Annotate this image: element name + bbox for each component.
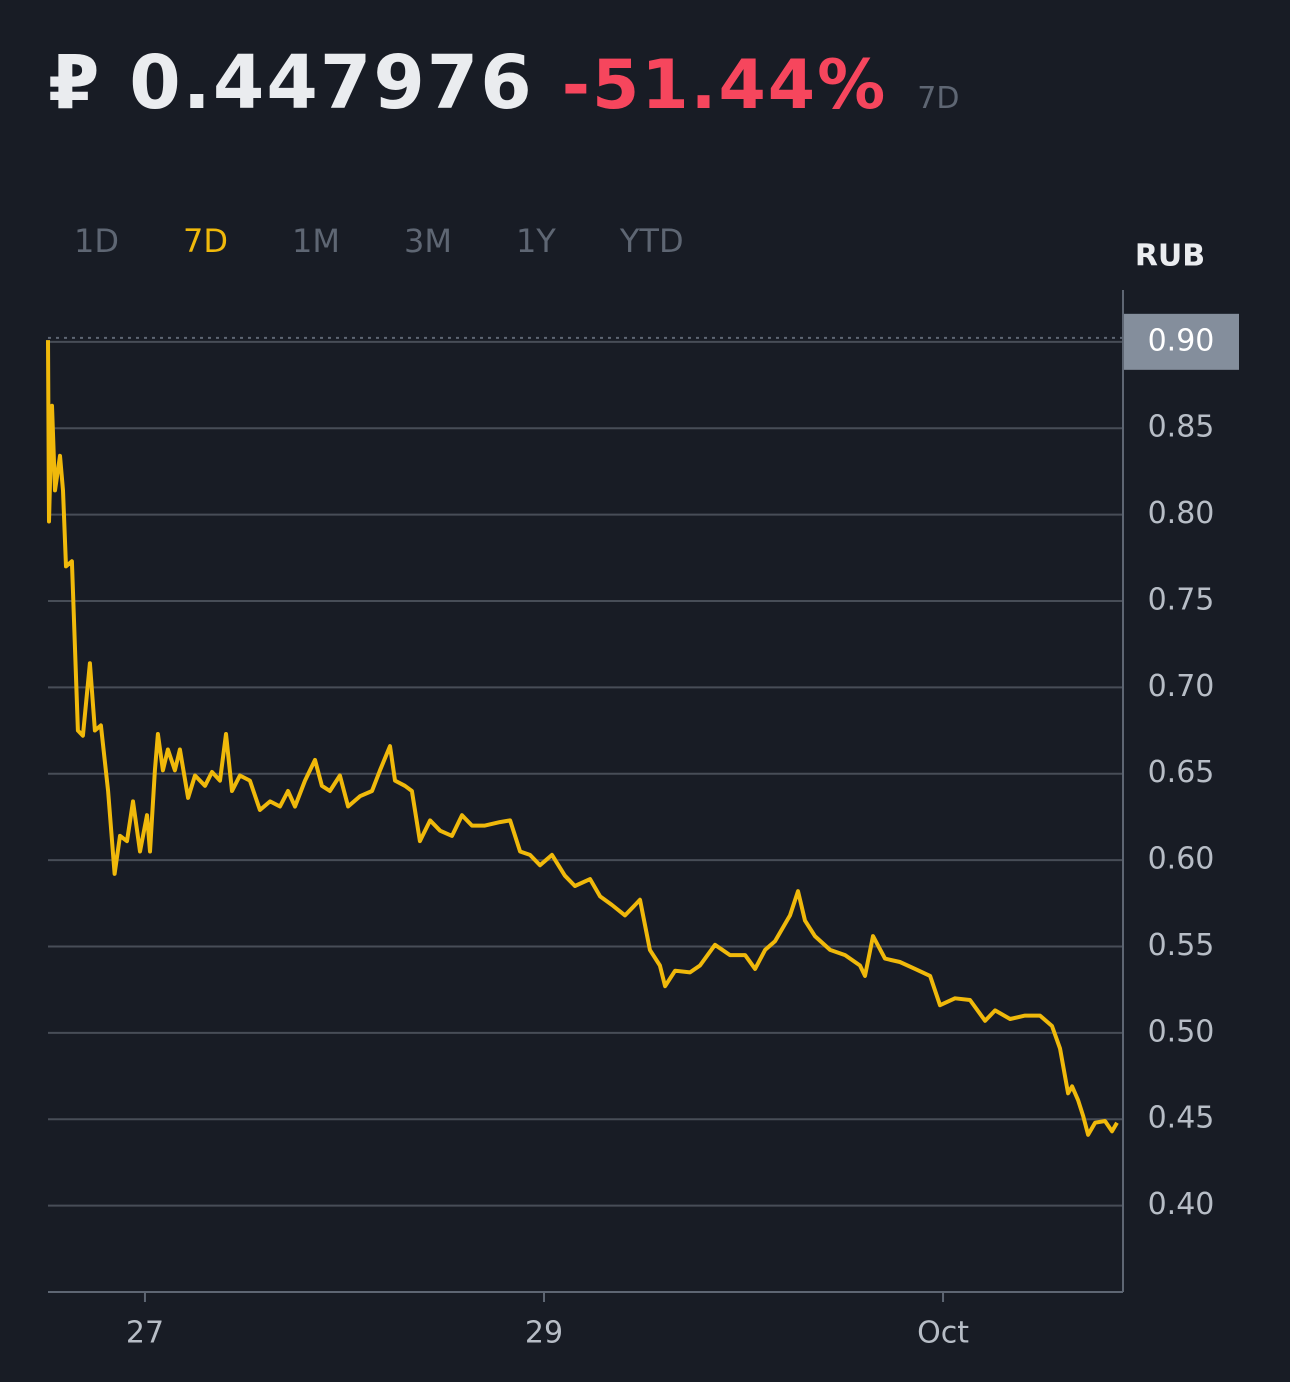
y-tick-label: 0.55 xyxy=(1148,928,1215,963)
y-tick-label: 0.60 xyxy=(1148,842,1215,877)
label-box xyxy=(1123,313,1239,370)
y-tick-label: 0.65 xyxy=(1148,755,1215,790)
y-tick-label: 0.70 xyxy=(1148,669,1215,704)
x-tick-label: Oct xyxy=(917,1316,969,1351)
y-tick-label: 0.90 xyxy=(1148,323,1215,358)
period: 7D xyxy=(917,81,960,116)
x-tick-label: 27 xyxy=(126,1316,164,1351)
x-tick-label: 29 xyxy=(525,1316,563,1351)
range-tab[interactable]: 7D xyxy=(183,222,228,260)
y-tick-label: 0.75 xyxy=(1148,582,1215,617)
y-tick-label: 0.40 xyxy=(1148,1187,1215,1222)
range-tab[interactable]: YTD xyxy=(619,222,684,260)
range-tabs: 1D 7D 1M 3M 1Y YTD xyxy=(74,222,748,260)
range-tab[interactable]: 1D xyxy=(74,222,119,260)
y-tick-label: 0.50 xyxy=(1148,1014,1215,1049)
y-tick-label: 0.85 xyxy=(1148,410,1215,445)
currency-label: RUB xyxy=(1135,239,1205,274)
change: -51.44% xyxy=(561,46,888,125)
y-tick-label: 0.80 xyxy=(1148,496,1215,531)
y-tick-label: 0.45 xyxy=(1148,1101,1215,1136)
range-tab[interactable]: 1Y xyxy=(515,222,556,260)
range-tab[interactable]: 1M xyxy=(292,222,340,260)
header: ₽ 0.447976 -51.44% 7D xyxy=(48,40,959,126)
price: ₽ 0.447976 xyxy=(48,40,534,126)
price-line xyxy=(46,340,1119,1137)
range-tab[interactable]: 3M xyxy=(403,222,452,260)
